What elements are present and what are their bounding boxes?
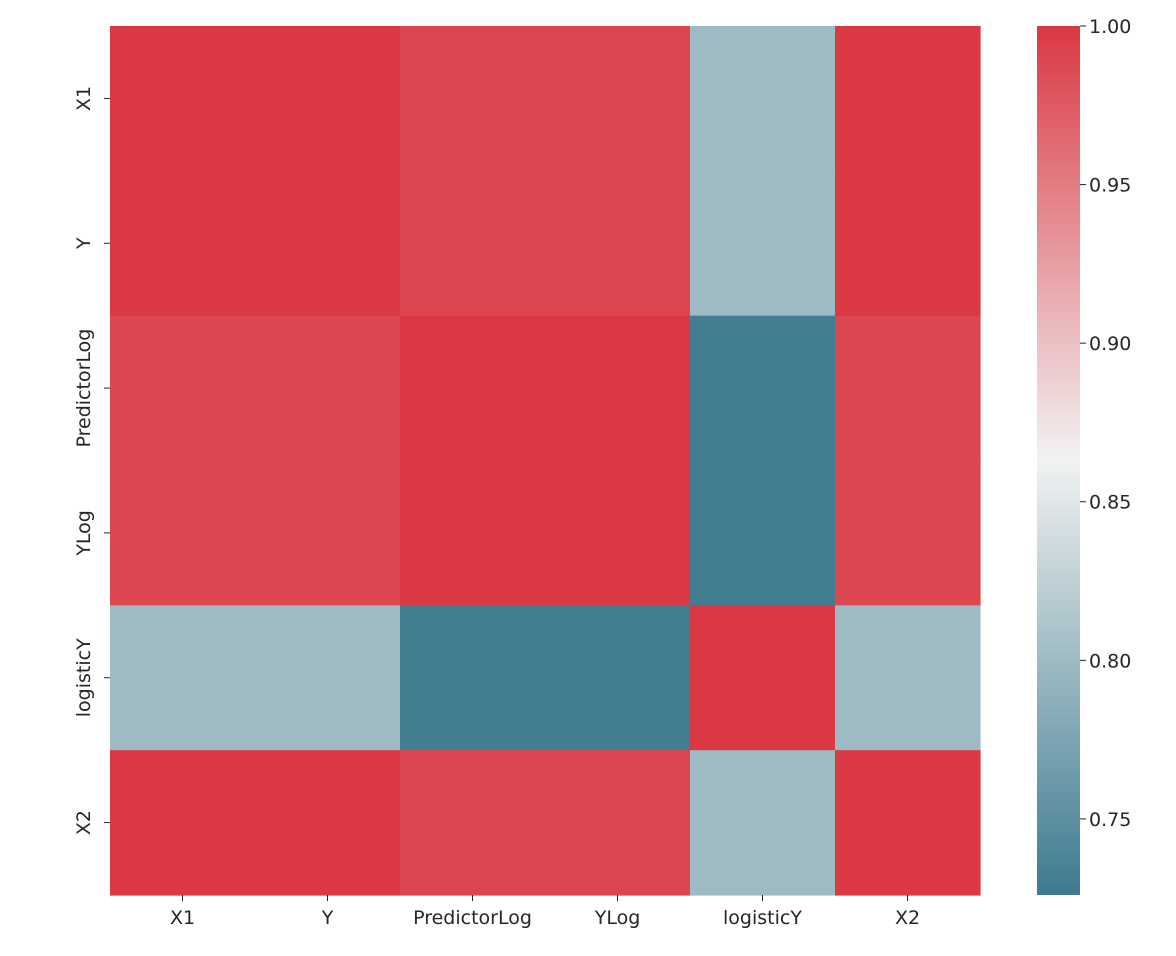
- colorbar-tick-label: 0.95: [1089, 175, 1131, 197]
- heatmap-cell: [400, 315, 546, 462]
- colorbar: 0.75 0.80 0.85 0.90 0.95 1.00: [1037, 16, 1131, 895]
- heatmap-cell: [835, 605, 981, 751]
- colorbar-tick-label: 0.90: [1089, 333, 1131, 355]
- heatmap-cell: [835, 170, 981, 317]
- heatmap-cell: [545, 170, 691, 317]
- colorbar-tick-label: 0.75: [1089, 809, 1131, 831]
- heatmap-cell: [110, 315, 256, 462]
- colorbar-tick-label: 1.00: [1089, 16, 1131, 38]
- heatmap-cell: [400, 26, 546, 172]
- heatmap-cell: [835, 26, 981, 172]
- heatmap-cell: [400, 605, 546, 751]
- heatmap-cell: [110, 605, 256, 751]
- heatmap-cell: [400, 750, 546, 896]
- heatmap-cell: [690, 26, 836, 172]
- heatmap-cells: [110, 26, 981, 896]
- heatmap-cell: [400, 170, 546, 317]
- heatmap-cell: [690, 605, 836, 751]
- heatmap-cell: [110, 460, 256, 606]
- y-tick-label: X2: [73, 810, 95, 835]
- heatmap-cell: [690, 315, 836, 462]
- heatmap-cell: [835, 750, 981, 896]
- heatmap-cell: [110, 26, 256, 172]
- colorbar-gradient: [1037, 26, 1080, 895]
- heatmap-cell: [255, 605, 401, 751]
- y-tick-label: logisticY: [73, 638, 95, 717]
- y-tick-label: X1: [73, 86, 95, 111]
- x-axis-ticks: X1 Y PredictorLog YLog logisticY X2: [170, 895, 920, 929]
- colorbar-tick-label: 0.85: [1089, 492, 1131, 514]
- heatmap-cell: [110, 170, 256, 317]
- heatmap-cell: [835, 315, 981, 462]
- heatmap-cell: [835, 460, 981, 606]
- heatmap-cell: [255, 750, 401, 896]
- x-tick-label: X1: [170, 907, 195, 929]
- heatmap-cell: [690, 170, 836, 317]
- x-tick-label: logisticY: [723, 907, 802, 929]
- heatmap-cell: [690, 750, 836, 896]
- heatmap-cell: [255, 460, 401, 606]
- heatmap-cell: [545, 460, 691, 606]
- heatmap-cell: [255, 315, 401, 462]
- heatmap-cell: [545, 605, 691, 751]
- x-tick-label: PredictorLog: [413, 907, 532, 929]
- heatmap-cell: [690, 460, 836, 606]
- heatmap-cell: [545, 26, 691, 172]
- x-tick-label: X2: [895, 907, 920, 929]
- x-tick-label: YLog: [594, 907, 641, 929]
- heatmap-cell: [545, 315, 691, 462]
- y-tick-label: PredictorLog: [73, 329, 95, 448]
- heatmap-cell: [400, 460, 546, 606]
- heatmap-cell: [255, 26, 401, 172]
- y-axis-ticks: X1 Y PredictorLog YLog logisticY X2: [73, 86, 110, 835]
- y-tick-label: Y: [73, 237, 95, 250]
- heatmap-cell: [255, 170, 401, 317]
- heatmap-cell: [545, 750, 691, 896]
- x-tick-label: Y: [321, 907, 334, 929]
- colorbar-tick-label: 0.80: [1089, 650, 1131, 672]
- y-tick-label: YLog: [73, 510, 95, 557]
- heatmap-cell: [110, 750, 256, 896]
